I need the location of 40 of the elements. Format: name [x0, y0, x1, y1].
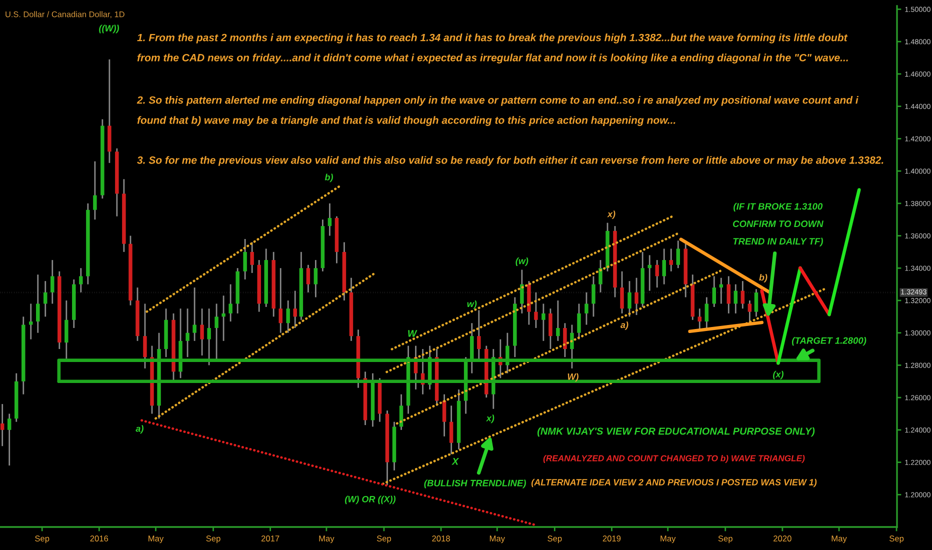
x-tick-label: May [148, 536, 164, 544]
annotation: 2. So this pattern alerted me ending diagonal happen only in the wave or pattern come to an end..so i re analyzed my positional wave count and i found that b) wave may be a triangle and that is valid though according to this price action happening now... [136, 96, 859, 126]
annotation: a) [136, 425, 144, 434]
annotation: a) [620, 321, 628, 330]
x-tick-label: 2019 [602, 536, 621, 542]
annotation: b) [759, 274, 768, 282]
x-tick-label: May [660, 536, 676, 544]
x-tick-label: Sep [718, 536, 732, 544]
x-tick-label: Sep [206, 536, 220, 544]
annotation: ((W)) [99, 24, 120, 34]
x-tick-label: Sep [376, 536, 392, 544]
x-tick-label: 2018 [432, 536, 450, 542]
annotation: W) [568, 373, 578, 382]
annotation: (w) [516, 258, 528, 266]
x-tick-label: 2017 [261, 536, 280, 542]
x-tick-label: 2016 [90, 536, 108, 542]
x-tick-label: May [319, 536, 334, 544]
annotation: (W) OR ((X)) [344, 496, 396, 504]
annotation: (IF IT BROKE 1.3100 CONFIRM TO DOWN TREND IN DAILY TF) [732, 202, 824, 246]
annotation: (BULLISH TRENDLINE) [424, 480, 526, 488]
annotation: (REANALYZED AND COUNT CHANGED TO b) WAVE TRIANGLE) [543, 454, 805, 464]
annotation: (x) [773, 370, 784, 380]
annotation: 3. So for me the previous view also valid and this also valid so be ready for both either it can reverse from here or little above or may be above 1.3382. [137, 156, 884, 166]
x-tick-label: Sep [890, 536, 904, 544]
annotation: 1. From the past 2 months i am expecting it has to reach 1.34 and it has to break the previous high 1.3382...but the wave forming its little doubt from the CAD news on friday....and it didn't come what i expected as irregular flat and now it is looking like a ending diagonal in the "C" wave... [137, 34, 848, 64]
annotation: w) [467, 300, 477, 309]
text: U.S. Dollar / Canadian Dollar, 1D [6, 11, 124, 18]
annotation: X [452, 458, 460, 465]
annotation: x) [486, 414, 494, 424]
x-tick-label: Sep [35, 536, 50, 544]
annotation: (ALTERNATE IDEA VIEW 2 AND PREVIOUS I POSTED WAS VIEW 1) [531, 478, 817, 488]
annotation: W [408, 330, 418, 337]
annotation: x) [607, 210, 616, 220]
annotation: (NMK VIJAY'S VIEW FOR EDUCATIONAL PURPOSE ONLY) [537, 427, 815, 437]
x-tick-label: 2020 [774, 536, 792, 542]
annotation: (TARGET 1.2800) [792, 337, 866, 346]
annotation: b) [324, 174, 333, 182]
x-tick-label: Sep [548, 536, 562, 544]
x-tick-label: May [490, 536, 505, 544]
x-tick-label: May [832, 536, 847, 544]
